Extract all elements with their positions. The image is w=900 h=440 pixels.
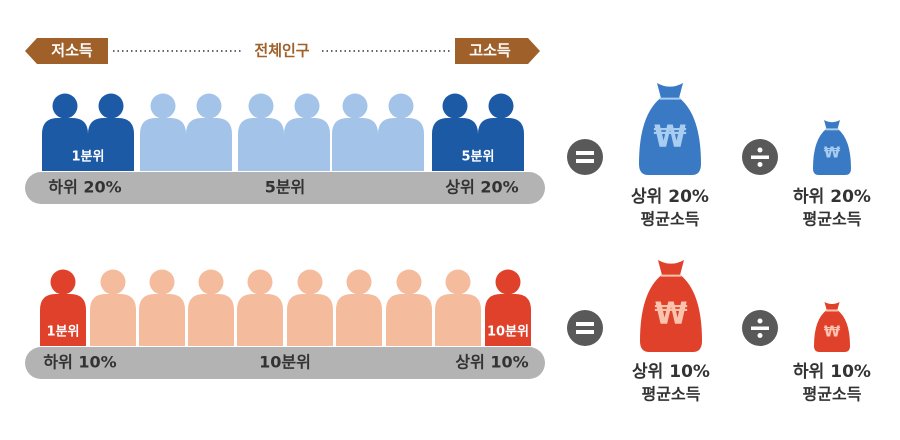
person-body — [432, 118, 478, 171]
divide-dot — [757, 147, 763, 153]
top-share-label: 상위 20% — [445, 178, 518, 197]
numerator-label: 상위 20% — [631, 187, 709, 207]
low-income-tag — [25, 38, 108, 64]
denominator-label: 평균소득 — [803, 210, 862, 229]
person-body — [139, 294, 185, 346]
person-head — [388, 93, 414, 119]
denominator-label: 하위 20% — [793, 187, 871, 207]
person-body — [42, 118, 88, 171]
person-body — [238, 118, 284, 171]
population-bar — [25, 347, 545, 379]
person-head — [396, 269, 422, 295]
money-bag — [640, 260, 702, 352]
last-group-label: 10분위 — [487, 325, 529, 340]
numerator-label: 평균소득 — [642, 385, 701, 404]
person-head — [247, 269, 273, 295]
last-group-label: 5분위 — [462, 150, 495, 165]
person-body — [435, 294, 481, 346]
person-head — [488, 93, 514, 119]
quantile-label: 5분위 — [265, 178, 306, 197]
person-body — [478, 118, 524, 171]
person-body — [485, 294, 531, 346]
equals-bar — [576, 330, 594, 334]
person-head — [100, 269, 126, 295]
bottom-share-label: 하위 10% — [43, 353, 116, 372]
person-head — [196, 93, 222, 119]
equals-sign — [567, 310, 603, 346]
quantile-label: 10분위 — [259, 353, 311, 372]
person-body — [140, 118, 186, 171]
money-bag — [814, 302, 850, 352]
person-head — [346, 269, 372, 295]
numerator-label: 상위 10% — [632, 362, 710, 382]
person-body — [40, 294, 86, 346]
divide-dot — [757, 162, 763, 167]
person-body — [378, 118, 424, 171]
person-head — [198, 269, 224, 295]
person-head — [342, 93, 368, 119]
person-body — [186, 118, 232, 171]
won-symbol: ₩ — [824, 323, 841, 341]
person-body — [336, 294, 382, 346]
person-body — [237, 294, 283, 346]
person-head — [150, 93, 176, 119]
high-income-label: 고소득 — [469, 42, 511, 60]
won-symbol: ₩ — [654, 297, 687, 332]
money-bag — [813, 120, 851, 175]
person-head — [52, 93, 78, 119]
person-head — [297, 269, 323, 295]
divide-dot — [757, 333, 763, 338]
person-body — [90, 294, 136, 346]
won-symbol: ₩ — [653, 120, 686, 155]
person-body — [386, 294, 432, 346]
divide-bar — [751, 326, 769, 330]
equals-bar — [576, 159, 594, 163]
divide-dot — [757, 318, 763, 324]
person-head — [495, 269, 521, 295]
person-head — [248, 93, 274, 119]
high-income-tag — [455, 38, 540, 64]
equals-sign — [567, 139, 603, 175]
equals-bar — [576, 322, 594, 326]
person-body — [88, 118, 134, 171]
person-head — [149, 269, 175, 295]
person-body — [188, 294, 234, 346]
money-bag — [639, 83, 701, 175]
first-group-label: 1분위 — [47, 325, 80, 340]
denominator-label: 하위 10% — [793, 362, 871, 382]
top-share-label: 상위 10% — [455, 353, 528, 372]
bottom-share-label: 하위 20% — [48, 178, 121, 197]
person-head — [98, 93, 124, 119]
equals-bar — [576, 151, 594, 155]
person-head — [442, 93, 468, 119]
low-income-label: 저소득 — [51, 42, 93, 60]
first-group-label: 1분위 — [72, 150, 105, 165]
numerator-label: 평균소득 — [641, 210, 700, 229]
person-body — [287, 294, 333, 346]
won-symbol: ₩ — [824, 144, 841, 162]
person-head — [50, 269, 76, 295]
population-bar — [25, 172, 545, 204]
person-head — [294, 93, 320, 119]
person-body — [284, 118, 330, 171]
person-body — [332, 118, 378, 171]
person-head — [445, 269, 471, 295]
population-label: 전체인구 — [254, 42, 309, 60]
denominator-label: 평균소득 — [803, 385, 862, 404]
divide-bar — [751, 155, 769, 159]
